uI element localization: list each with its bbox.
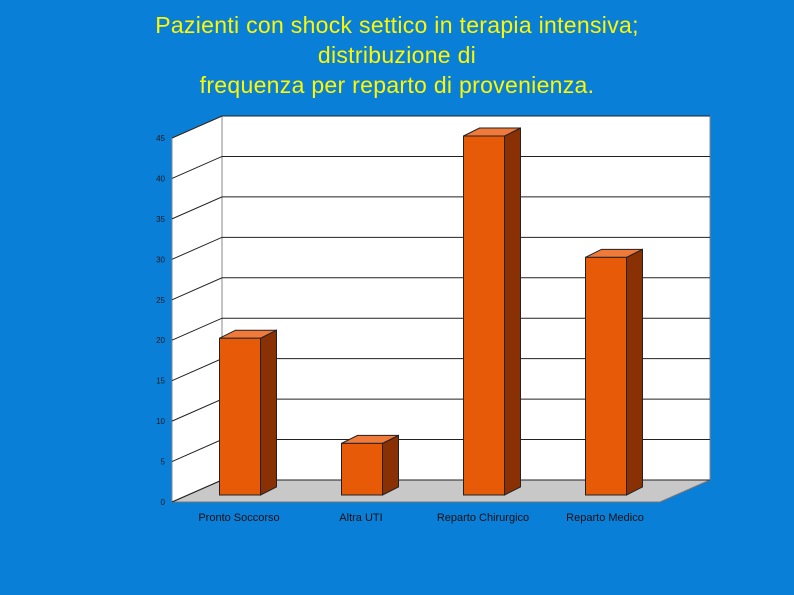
- y-tick-label: 40: [156, 174, 165, 183]
- gridline: [171, 196, 710, 220]
- bar-side: [626, 248, 643, 496]
- chart-side-wall: [171, 115, 223, 503]
- gridline: [171, 317, 710, 341]
- y-tick-label: 10: [156, 417, 165, 426]
- y-tick-label: 5: [161, 458, 166, 467]
- y-tick-label: 0: [161, 498, 166, 507]
- y-tick-label: 15: [156, 377, 165, 386]
- bar-front: [585, 256, 627, 496]
- bar-side: [382, 434, 399, 496]
- x-category-label: Altra UTI: [339, 512, 382, 524]
- x-category-label: Pronto Soccorso: [198, 512, 279, 524]
- chart-title: Pazienti con shock settico in terapia in…: [0, 10, 794, 100]
- title-line-1: Pazienti con shock settico in terapia in…: [155, 12, 639, 38]
- gridline: [171, 277, 710, 301]
- bar: [219, 329, 277, 496]
- y-tick-label: 25: [156, 296, 165, 305]
- title-line-2: distribuzione di: [317, 42, 477, 68]
- x-category-label: Reparto Medico: [566, 512, 644, 524]
- y-tick-label: 45: [156, 134, 165, 143]
- bar: [463, 127, 521, 496]
- gridline: [171, 115, 710, 139]
- bar-front: [219, 337, 261, 496]
- title-line-3: frequenza per reparto di provenienza.: [199, 72, 595, 98]
- y-tick-label: 35: [156, 215, 165, 224]
- chart-bars: [219, 127, 643, 496]
- x-category-label: Reparto Chirurgico: [437, 512, 529, 524]
- y-axis-ticks: 0 5 10 15 20 25 30 35 40 45: [156, 134, 165, 507]
- y-tick-label: 30: [156, 255, 165, 264]
- bar-side: [504, 127, 521, 496]
- y-tick-label: 20: [156, 336, 165, 345]
- gridline: [171, 236, 710, 260]
- gridline: [171, 155, 710, 179]
- bar-side: [260, 329, 277, 496]
- bar-front: [341, 442, 383, 496]
- x-axis-labels: Pronto Soccorso Altra UTI Reparto Chirurgi…: [198, 512, 643, 524]
- bar-front: [463, 135, 505, 496]
- bar: [585, 248, 643, 496]
- bar: [341, 434, 399, 496]
